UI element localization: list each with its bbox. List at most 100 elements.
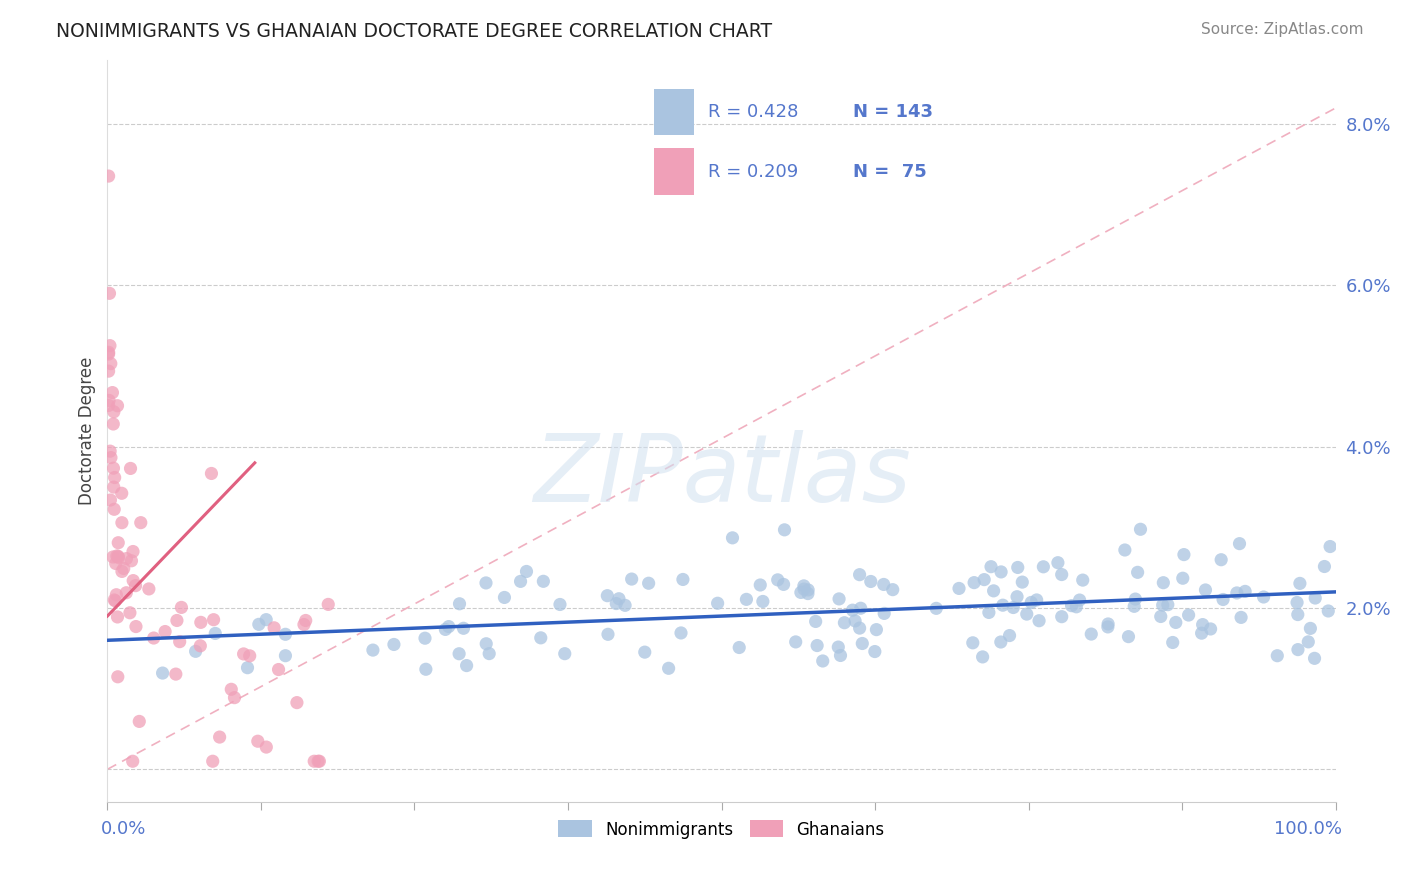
Point — [274, 648, 297, 663]
Point — [1097, 617, 1119, 632]
Point — [980, 559, 1002, 574]
Point — [274, 627, 297, 641]
Point — [605, 597, 627, 611]
Point — [115, 586, 138, 600]
Point — [873, 577, 896, 591]
Point — [1191, 626, 1213, 640]
Point — [1265, 648, 1288, 663]
Point — [201, 754, 224, 768]
Point — [990, 635, 1012, 649]
Point — [1025, 593, 1047, 607]
Point — [1212, 592, 1234, 607]
Point — [166, 614, 188, 628]
Point — [104, 470, 127, 484]
Point — [797, 586, 820, 600]
Point — [142, 631, 165, 645]
Point — [1253, 590, 1275, 604]
Point — [830, 648, 852, 663]
Point — [1173, 548, 1195, 562]
Point — [991, 598, 1014, 612]
Point — [706, 596, 728, 610]
Point — [449, 597, 471, 611]
Point — [1032, 559, 1054, 574]
Point — [449, 647, 471, 661]
Point — [752, 594, 775, 608]
Point — [607, 591, 630, 606]
Point — [849, 601, 872, 615]
Point — [1161, 635, 1184, 649]
Point — [101, 385, 124, 400]
Point — [118, 606, 141, 620]
Point — [669, 626, 692, 640]
Point — [292, 617, 315, 632]
Point — [165, 667, 187, 681]
Point — [494, 591, 516, 605]
Point — [98, 338, 121, 352]
Point — [1286, 642, 1309, 657]
Point — [1177, 607, 1199, 622]
Point — [103, 405, 125, 419]
Point — [1152, 575, 1174, 590]
Point — [1046, 556, 1069, 570]
Point — [97, 364, 120, 378]
Point — [882, 582, 904, 597]
Point — [973, 573, 995, 587]
Point — [100, 450, 122, 465]
Point — [128, 714, 150, 729]
Point — [793, 579, 815, 593]
Point — [531, 574, 554, 589]
Point — [98, 286, 121, 301]
Point — [1028, 614, 1050, 628]
Point — [772, 577, 794, 591]
Point — [120, 461, 142, 475]
Point — [1191, 617, 1213, 632]
Point — [773, 523, 796, 537]
Point — [515, 565, 537, 579]
Y-axis label: Doctorate Degree: Doctorate Degree — [79, 357, 96, 505]
Point — [1164, 615, 1187, 630]
Point — [873, 607, 896, 621]
Point — [115, 551, 138, 566]
Point — [749, 578, 772, 592]
Point — [478, 647, 501, 661]
Point — [152, 666, 174, 681]
Point — [1230, 610, 1253, 624]
Point — [475, 576, 498, 591]
Point — [658, 661, 681, 675]
Point — [208, 730, 231, 744]
Point — [103, 502, 125, 516]
Point — [239, 648, 262, 663]
Point — [434, 623, 457, 637]
Point — [1226, 586, 1249, 600]
Point — [1080, 627, 1102, 641]
Text: ZIPatlas: ZIPatlas — [533, 430, 911, 521]
Point — [188, 639, 211, 653]
Point — [925, 601, 948, 615]
Point — [1234, 584, 1257, 599]
Point — [806, 639, 828, 653]
Point — [766, 573, 789, 587]
Point — [1199, 622, 1222, 636]
Point — [1152, 598, 1174, 612]
Point — [97, 399, 120, 413]
Point — [103, 593, 125, 607]
Point — [103, 417, 125, 431]
Point — [294, 614, 316, 628]
Point — [1069, 593, 1091, 607]
Point — [1002, 600, 1025, 615]
Point — [413, 631, 436, 645]
Point — [236, 661, 259, 675]
Point — [1126, 566, 1149, 580]
Point — [107, 535, 129, 549]
Point — [232, 647, 254, 661]
Point — [263, 621, 285, 635]
Point — [1194, 582, 1216, 597]
Point — [1114, 543, 1136, 558]
Point — [972, 649, 994, 664]
Point — [308, 754, 330, 768]
Point — [848, 567, 870, 582]
Point — [596, 589, 619, 603]
Point — [224, 690, 246, 705]
Point — [1066, 599, 1088, 614]
Point — [1229, 536, 1251, 550]
